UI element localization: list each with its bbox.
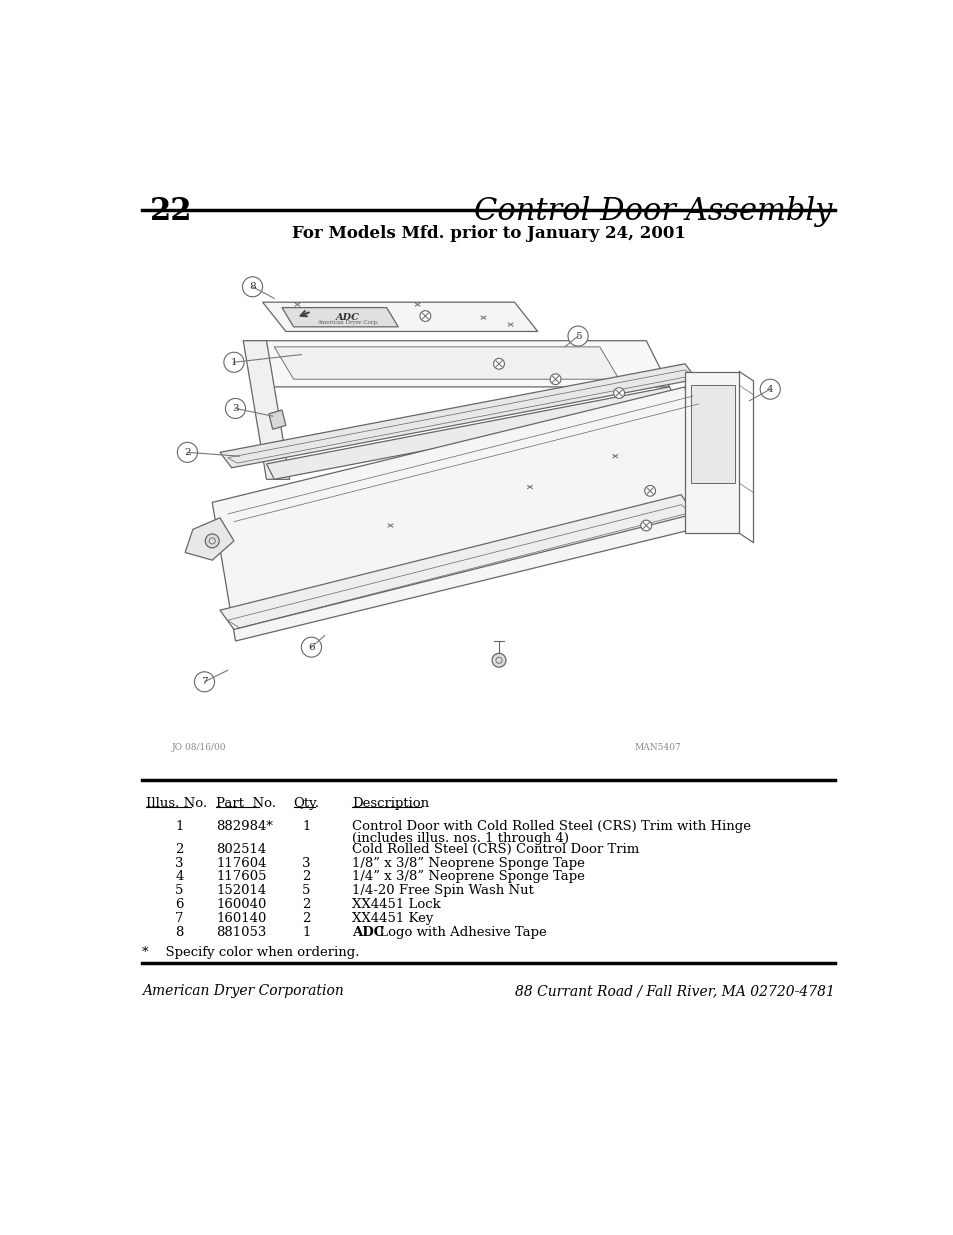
Text: 2: 2 <box>175 842 183 856</box>
Text: *    Specify color when ordering.: * Specify color when ordering. <box>142 946 359 958</box>
Circle shape <box>644 485 655 496</box>
Circle shape <box>613 388 624 399</box>
Text: For Models Mfd. prior to January 24, 2001: For Models Mfd. prior to January 24, 200… <box>292 225 685 242</box>
Text: 1: 1 <box>302 820 311 832</box>
Text: 2: 2 <box>302 911 311 925</box>
Circle shape <box>419 311 431 321</box>
Text: 881053: 881053 <box>216 926 266 939</box>
Text: 3: 3 <box>175 857 183 869</box>
Text: Cold Rolled Steel (CRS) Control Door Trim: Cold Rolled Steel (CRS) Control Door Tri… <box>352 842 639 856</box>
Text: 1: 1 <box>175 820 183 832</box>
Circle shape <box>550 374 560 384</box>
Text: 7: 7 <box>175 911 183 925</box>
Text: Control Door with Cold Rolled Steel (CRS) Trim with Hinge: Control Door with Cold Rolled Steel (CRS… <box>352 820 750 832</box>
Text: 6: 6 <box>175 898 183 911</box>
Polygon shape <box>185 517 233 561</box>
Text: 1/8” x 3/8” Neoprene Sponge Tape: 1/8” x 3/8” Neoprene Sponge Tape <box>352 857 584 869</box>
Polygon shape <box>269 410 286 430</box>
Text: 7: 7 <box>201 677 208 687</box>
Text: Logo with Adhesive Tape: Logo with Adhesive Tape <box>375 926 546 939</box>
Circle shape <box>492 653 505 667</box>
Text: ADC: ADC <box>352 926 384 939</box>
Circle shape <box>205 534 219 548</box>
Circle shape <box>224 352 244 372</box>
Text: Part  No.: Part No. <box>216 797 275 809</box>
Circle shape <box>760 379 780 399</box>
Text: 1: 1 <box>302 926 311 939</box>
Text: 6: 6 <box>308 642 314 652</box>
Text: 160140: 160140 <box>216 911 266 925</box>
Text: 8: 8 <box>249 283 255 291</box>
Text: 2: 2 <box>184 448 191 457</box>
Text: Control Door Assembly: Control Door Assembly <box>474 196 831 227</box>
Polygon shape <box>243 341 669 387</box>
Text: 3: 3 <box>302 857 311 869</box>
Text: MAN5407: MAN5407 <box>634 743 680 752</box>
Text: 1/4-20 Free Spin Wash Nut: 1/4-20 Free Spin Wash Nut <box>352 884 533 898</box>
Text: 1/4” x 3/8” Neoprene Sponge Tape: 1/4” x 3/8” Neoprene Sponge Tape <box>352 871 584 883</box>
Polygon shape <box>220 495 694 630</box>
Text: ADC: ADC <box>335 314 359 322</box>
Text: 802514: 802514 <box>216 842 266 856</box>
Circle shape <box>567 326 587 346</box>
Text: American Dryer Corporation: American Dryer Corporation <box>142 984 344 998</box>
Text: XX4451 Lock: XX4451 Lock <box>352 898 440 911</box>
Circle shape <box>640 520 651 531</box>
Polygon shape <box>684 372 739 534</box>
Text: 117605: 117605 <box>216 871 266 883</box>
Text: Illus. No.: Illus. No. <box>146 797 208 809</box>
Text: 5: 5 <box>302 884 311 898</box>
Text: 5: 5 <box>574 331 580 341</box>
Circle shape <box>194 672 214 692</box>
Text: 117604: 117604 <box>216 857 266 869</box>
Text: 22: 22 <box>150 196 193 227</box>
Text: 160040: 160040 <box>216 898 266 911</box>
Text: 2: 2 <box>302 871 311 883</box>
Circle shape <box>242 277 262 296</box>
Text: 4: 4 <box>175 871 183 883</box>
Text: JO 08/16/00: JO 08/16/00 <box>172 743 226 752</box>
Polygon shape <box>266 387 677 479</box>
Text: 4: 4 <box>766 385 773 394</box>
Polygon shape <box>282 308 397 327</box>
Text: 8: 8 <box>175 926 183 939</box>
Text: 152014: 152014 <box>216 884 266 898</box>
Text: 88 Currant Road / Fall River, MA 02720-4781: 88 Currant Road / Fall River, MA 02720-4… <box>515 984 835 998</box>
Polygon shape <box>212 387 707 641</box>
Polygon shape <box>691 385 735 483</box>
Circle shape <box>493 358 504 369</box>
Polygon shape <box>262 303 537 331</box>
Circle shape <box>301 637 321 657</box>
Text: (includes illus. nos. 1 through 4): (includes illus. nos. 1 through 4) <box>352 832 568 845</box>
Polygon shape <box>274 347 618 379</box>
Text: 1: 1 <box>231 358 237 367</box>
Polygon shape <box>243 341 290 479</box>
Text: American Dryer Corp.: American Dryer Corp. <box>316 321 378 326</box>
Text: 882984*: 882984* <box>216 820 273 832</box>
Text: 3: 3 <box>232 404 238 412</box>
Text: Description: Description <box>352 797 429 809</box>
Polygon shape <box>220 364 696 468</box>
Text: Qty.: Qty. <box>294 797 319 809</box>
Text: XX4451 Key: XX4451 Key <box>352 911 433 925</box>
Text: 5: 5 <box>175 884 183 898</box>
Text: 2: 2 <box>302 898 311 911</box>
Circle shape <box>177 442 197 462</box>
Circle shape <box>225 399 245 419</box>
